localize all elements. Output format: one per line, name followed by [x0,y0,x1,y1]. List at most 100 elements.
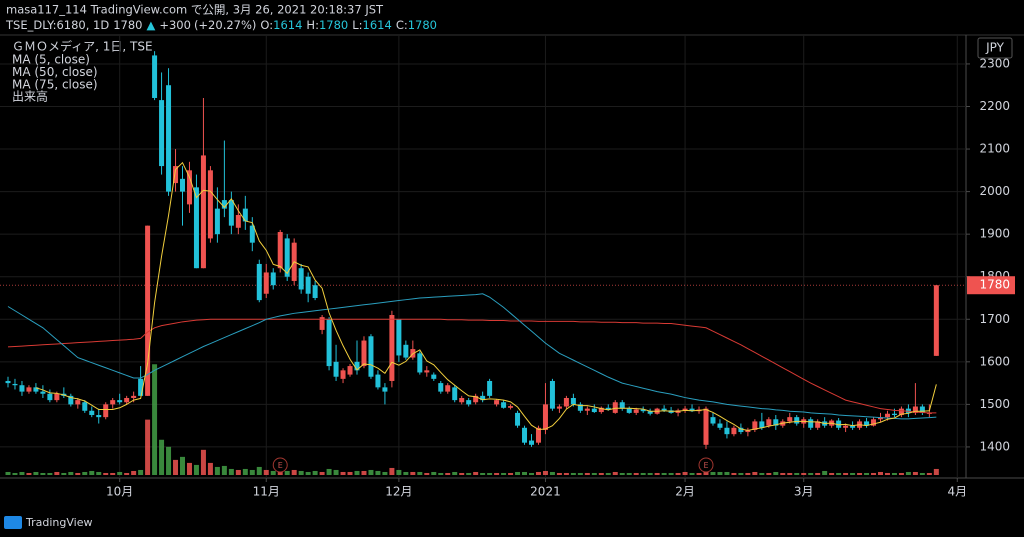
candle-body [591,408,597,413]
candle-body [361,340,367,367]
volume-bar [473,471,479,475]
volume-bar [647,472,653,475]
candle-body [375,374,381,388]
volume-bar [389,467,395,475]
currency: JPY [985,41,1005,55]
candle-body [689,408,695,412]
candle-body [598,407,604,413]
candle-body [166,85,172,192]
candle-body [431,374,437,379]
volume-bar [186,462,192,475]
volume-bar [808,472,814,475]
candle-body [878,417,883,420]
volume-bar [5,471,11,475]
candle-body [919,406,925,413]
volume-bar [494,472,500,475]
candle-body [549,380,555,409]
symbol: TSE_DLY:6180, 1D [5,18,109,32]
candle-body [180,178,185,192]
volume-bar [891,472,897,475]
candle-body [738,427,744,433]
volume-bar [221,465,227,475]
candle-body [193,187,199,269]
volume-bar [424,472,430,475]
volume-bar [710,471,716,475]
volume-bar [682,471,688,475]
x-tick-label: 3月 [794,485,814,499]
candle-body [145,225,151,396]
y-tick-label: 2300 [979,56,1010,70]
candle-body [96,415,102,418]
volume-bar [542,470,548,475]
chart-title: ＧＭＯメディア, 1日, TSE [12,39,153,54]
ma-line [7,293,937,420]
candle-body [340,370,346,379]
candle-body [584,408,590,411]
candle-body [319,317,325,330]
volume-legend: 出来高 [12,90,48,104]
candle-body [605,407,611,410]
volume-bar [487,472,493,475]
candle-body [529,440,534,445]
candle-body [522,427,528,443]
candle-body [508,406,514,408]
volume-bar [326,468,332,475]
volume-bar [661,472,667,475]
candle-body [33,387,39,392]
candle-body [473,395,479,403]
volume-bar [529,472,534,475]
volume-bar [794,472,800,475]
volume-bar [598,472,604,475]
volume-bar [249,469,255,475]
volume-bar [103,472,109,475]
candle-body [326,319,332,367]
candle-body [75,400,81,405]
candle-body [40,391,46,394]
price-tag-label: 1780 [979,278,1010,292]
volume-bar [815,472,821,475]
volume-bar [452,471,458,475]
volume-bar [138,469,144,475]
volume-bar [117,471,123,475]
volume-bar [124,472,130,475]
candle-body [152,55,158,98]
candle-body [403,344,409,358]
volume-bar [773,471,779,475]
volume-bar [508,472,514,475]
volume-bar [214,466,220,475]
volume-bar [668,472,674,475]
candle-body [389,315,395,381]
volume-bar [193,464,199,475]
currency-box[interactable] [977,37,1013,59]
candle-body [864,421,870,426]
volume-bar [61,472,67,475]
y-tick-label: 1900 [979,227,1010,241]
candle-body [563,397,569,407]
volume-bar [368,469,374,475]
candle-body [417,353,423,373]
candle-body [228,200,234,226]
x-tick-label: 10月 [106,485,133,499]
candle-body [843,425,849,428]
volume-bar [801,472,807,475]
candle-body [535,427,541,443]
event-label: E [703,461,708,470]
candle-body [103,404,109,418]
volume-bar [675,472,681,475]
candle-body [110,400,116,405]
volume-bar [591,472,597,475]
candle-body [445,385,451,392]
candle-body [424,370,430,373]
candle-body [82,402,88,411]
candle-body [382,387,388,392]
candle-body [515,412,521,426]
volume-bar [417,471,423,475]
candle-body [47,393,53,401]
volume-bar [822,470,828,475]
candle-body [312,285,318,298]
candle-body [131,395,137,398]
volume-bar [235,469,241,475]
volume-bar [110,472,116,475]
volume-bar [829,472,835,475]
volume-bar [570,472,576,475]
